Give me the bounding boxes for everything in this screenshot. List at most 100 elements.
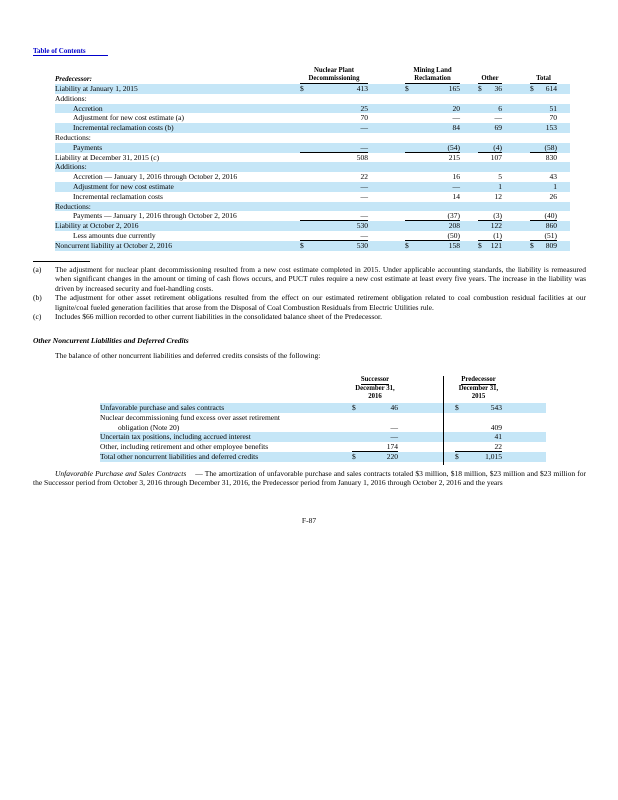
row-label: Accretion bbox=[73, 103, 103, 113]
cell-total: 153 bbox=[545, 123, 557, 133]
cell-predecessor-2015: $543 bbox=[455, 403, 502, 412]
cell-other bbox=[478, 94, 502, 104]
cell-other: 12 bbox=[494, 191, 503, 201]
cell-total: 26 bbox=[549, 191, 558, 201]
table-row: Less amounts due currently — (50) (1) (5… bbox=[55, 231, 570, 241]
row-label: Nuclear decommissioning fund excess over… bbox=[100, 412, 280, 422]
cell-nuclear-plant-decommissioning bbox=[300, 133, 368, 143]
cell-other: $121 bbox=[478, 240, 502, 250]
successor-predecessor-divider bbox=[443, 376, 444, 465]
cell-other: (4) bbox=[478, 143, 502, 153]
cell-other: 107 bbox=[490, 152, 502, 162]
column-header-nuclear-plant-decommissioning: Nuclear Plant Decommissioning bbox=[300, 67, 368, 84]
table-row: Accretion 25 20 6 51 bbox=[55, 103, 570, 114]
row-label: Adjustment for new cost estimate (a) bbox=[73, 113, 185, 123]
row-label: Less amounts due currently bbox=[73, 230, 156, 240]
cell-total: 51 bbox=[549, 103, 558, 113]
row-label: Other, including retirement and other em… bbox=[100, 442, 269, 452]
cell-nuclear-plant-decommissioning: $413 bbox=[300, 84, 368, 93]
cell-nuclear-plant-decommissioning: 25 bbox=[360, 103, 369, 113]
footnote-text: Includes $66 million recorded to other c… bbox=[55, 312, 382, 322]
cell-total bbox=[530, 162, 557, 172]
aro-table-header: Predecessor: Nuclear Plant Decommissionin… bbox=[55, 67, 570, 84]
column-header-predecessor: Predecessor December 31, 2015 bbox=[458, 376, 499, 400]
cell-total bbox=[530, 94, 557, 104]
table-row: Incremental reclamation costs (b) — 84 6… bbox=[55, 123, 570, 133]
table-row: Total other noncurrent liabilities and d… bbox=[100, 451, 546, 462]
footnotes: (a) The adjustment for nuclear plant dec… bbox=[33, 265, 586, 321]
cell-total: 43 bbox=[549, 172, 558, 182]
table-row: Liability at January 1, 2015 $413 $165 $… bbox=[55, 84, 570, 94]
footnote-text: The adjustment for other asset retiremen… bbox=[55, 293, 586, 312]
cell-total bbox=[530, 133, 557, 143]
footnote-separator bbox=[33, 261, 90, 262]
cell-nuclear-plant-decommissioning: — bbox=[300, 143, 368, 153]
row-label: Reductions: bbox=[55, 132, 91, 142]
row-label: Adjustment for new cost estimate bbox=[73, 181, 174, 191]
cell-nuclear-plant-decommissioning: $530 bbox=[300, 240, 368, 250]
cell-other: — bbox=[494, 113, 503, 123]
cell-mining-land-reclamation: $165 bbox=[405, 84, 460, 93]
cell-mining-land-reclamation bbox=[405, 162, 460, 172]
cell-total: (58) bbox=[530, 143, 557, 153]
footnote-marker: (c) bbox=[33, 312, 42, 322]
cell-mining-land-reclamation bbox=[405, 133, 460, 143]
cell-other: 6 bbox=[498, 103, 502, 113]
cell-other bbox=[478, 202, 502, 212]
cell-total bbox=[530, 202, 557, 212]
table-row: Incremental reclamation costs — 14 12 26 bbox=[55, 192, 570, 202]
row-label: Liability at December 31, 2015 (c) bbox=[55, 152, 160, 162]
cell-mining-land-reclamation: 84 bbox=[452, 123, 461, 133]
cell-mining-land-reclamation: 14 bbox=[452, 191, 461, 201]
row-label: Unfavorable purchase and sales contracts bbox=[100, 403, 225, 412]
table-row: Additions: bbox=[55, 162, 570, 173]
table-row: Adjustment for new cost estimate — — 1 1 bbox=[55, 181, 570, 192]
section-intro: The balance of other noncurrent liabilit… bbox=[55, 351, 321, 360]
cell-other: $36 bbox=[478, 84, 502, 93]
table-row: Payments — (54) (4) (58) bbox=[55, 142, 570, 153]
closing-paragraph-text: — The amortization of unfavorable purcha… bbox=[33, 469, 586, 488]
row-label: Additions: bbox=[55, 162, 87, 172]
footnote-marker: (b) bbox=[33, 293, 42, 303]
cell-successor-2016: — bbox=[390, 432, 399, 442]
table-row: Reductions: bbox=[55, 133, 570, 143]
row-label: Incremental reclamation costs (b) bbox=[73, 123, 174, 133]
footnote-text: The adjustment for nuclear plant decommi… bbox=[55, 265, 586, 293]
table-of-contents-link[interactable]: Table of Contents bbox=[33, 47, 108, 56]
cell-nuclear-plant-decommissioning bbox=[300, 162, 368, 172]
row-label: Uncertain tax positions, including accru… bbox=[100, 432, 251, 442]
cell-mining-land-reclamation: 20 bbox=[452, 103, 461, 113]
column-header-other: Other bbox=[478, 75, 502, 84]
cell-predecessor-2015: 22 bbox=[455, 442, 502, 452]
cell-total: (51) bbox=[530, 231, 557, 241]
table-row: obligation (Note 20) — 409 bbox=[100, 423, 546, 433]
cell-nuclear-plant-decommissioning: 530 bbox=[356, 221, 368, 231]
cell-successor-2016: $46 bbox=[352, 403, 398, 412]
table-row: Other, including retirement and other em… bbox=[100, 442, 546, 452]
cell-nuclear-plant-decommissioning: — bbox=[300, 211, 368, 222]
row-label: Liability at October 2, 2016 bbox=[55, 221, 139, 231]
cell-mining-land-reclamation bbox=[405, 202, 460, 212]
cell-total: 830 bbox=[545, 152, 557, 162]
closing-paragraph: Unfavorable Purchase and Sales Contracts… bbox=[33, 469, 586, 488]
footnote: (a) The adjustment for nuclear plant dec… bbox=[33, 265, 586, 293]
row-label: Additions: bbox=[55, 93, 87, 103]
noncurrent-liabilities-table: Successor December 31, 2016 Predecessor … bbox=[100, 376, 546, 465]
cell-other: (1) bbox=[478, 231, 502, 241]
noncurrent-table-body: Unfavorable purchase and sales contracts… bbox=[100, 403, 546, 462]
cell-nuclear-plant-decommissioning: — bbox=[360, 191, 369, 201]
footnote-marker: (a) bbox=[33, 265, 42, 274]
cell-total: $614 bbox=[530, 84, 557, 93]
cell-predecessor-2015 bbox=[455, 413, 502, 423]
table-row: Accretion — January 1, 2016 through Octo… bbox=[55, 172, 570, 182]
row-label: Reductions: bbox=[55, 201, 91, 211]
cell-other: (3) bbox=[478, 211, 502, 222]
cell-mining-land-reclamation bbox=[405, 94, 460, 104]
cell-nuclear-plant-decommissioning: 22 bbox=[360, 172, 369, 182]
footnote: (c) Includes $66 million recorded to oth… bbox=[33, 312, 586, 321]
section-heading: Other Noncurrent Liabilities and Deferre… bbox=[33, 336, 189, 345]
cell-other: 5 bbox=[498, 172, 502, 182]
cell-nuclear-plant-decommissioning: 508 bbox=[356, 152, 368, 162]
cell-total: $809 bbox=[530, 240, 557, 250]
